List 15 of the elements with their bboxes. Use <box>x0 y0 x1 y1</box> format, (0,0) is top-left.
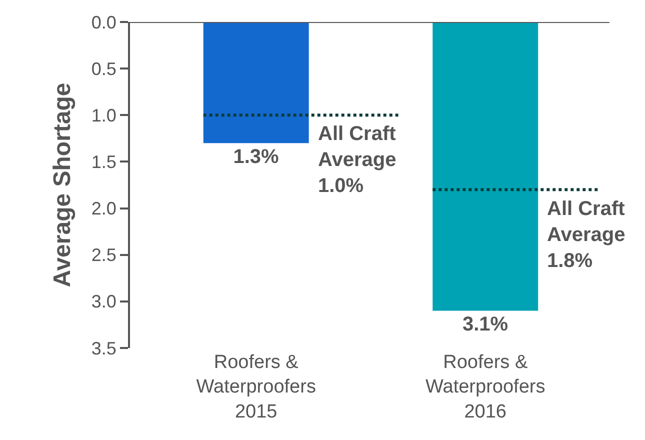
y-axis-title: Average Shortage <box>48 82 76 288</box>
y-tick-label: 1.0 <box>91 105 116 126</box>
y-tick-label: 2.5 <box>91 245 116 266</box>
ref-line-label: All Craft Average 1.0% <box>318 123 396 197</box>
y-tick-label: 3.0 <box>91 292 116 312</box>
x-tick-label: Roofers & Waterproofers 2016 <box>426 352 546 422</box>
y-tick-label: 1.5 <box>91 152 116 172</box>
ref-line-label: All Craft Average 1.8% <box>547 198 626 272</box>
data-label: 1.3% <box>233 146 279 168</box>
y-tick-label: 2.0 <box>91 198 116 219</box>
y-tick-label: 3.5 <box>91 338 116 358</box>
data-label: 3.1% <box>462 314 508 336</box>
x-tick-label: Roofers & Waterproofers 2015 <box>196 352 316 422</box>
y-tick-label: 0.0 <box>91 12 116 32</box>
y-tick-label: 0.5 <box>91 58 116 79</box>
